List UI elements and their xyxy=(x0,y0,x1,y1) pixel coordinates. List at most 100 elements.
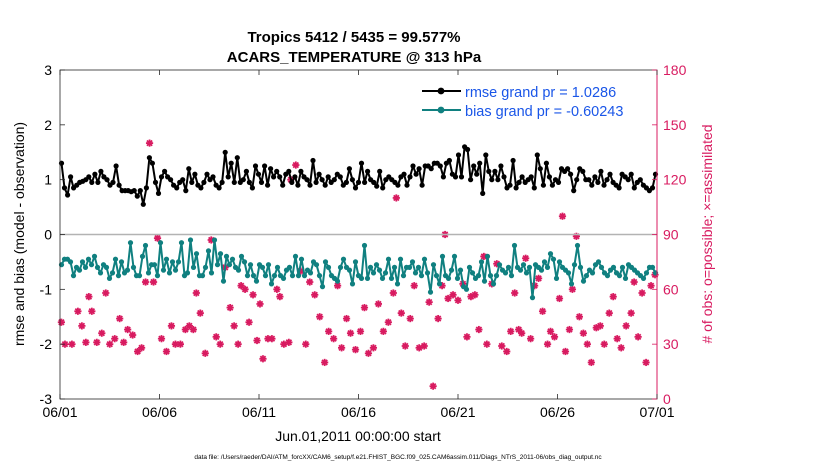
bias-series-point xyxy=(523,270,530,276)
rmse-series-point xyxy=(589,182,595,188)
bias-series-point xyxy=(307,270,314,276)
bias-series-point xyxy=(463,286,470,292)
rmse-series-point xyxy=(113,163,119,169)
bias-series-point xyxy=(598,264,605,270)
rmse-series-point xyxy=(380,185,386,191)
bias-series-point xyxy=(415,264,422,270)
rmse-series-point xyxy=(592,174,598,180)
rmse-series-point xyxy=(540,182,547,188)
bias-series-point xyxy=(145,270,152,276)
bias-series-point xyxy=(400,273,407,279)
rmse-series-point xyxy=(607,171,613,177)
rmse-series-point xyxy=(298,168,304,174)
rmse-series-point xyxy=(365,168,371,174)
rmse-series-point xyxy=(407,174,413,180)
obs-count-marker xyxy=(230,322,238,330)
obs-count-marker xyxy=(311,291,319,299)
x-tick-label: 06/21 xyxy=(440,404,475,420)
obs-count-marker xyxy=(410,282,418,290)
y-left-tick-label: 3 xyxy=(44,62,52,78)
chart-title: Tropics 5412 / 5435 = 99.577% xyxy=(247,29,460,46)
rmse-series xyxy=(58,144,659,207)
bias-series-point xyxy=(91,253,98,259)
bias-series-point xyxy=(478,259,485,265)
obs-count-marker xyxy=(389,289,397,297)
rmse-series-point xyxy=(513,185,519,191)
rmse-series-point xyxy=(534,152,540,158)
rmse-series-point xyxy=(637,177,643,183)
bias-series-point xyxy=(292,253,299,259)
bias-series-point xyxy=(274,264,281,270)
bias-series-point xyxy=(505,264,512,270)
bias-series-point xyxy=(541,259,548,265)
obs-count-marker xyxy=(321,358,329,367)
bias-series-point xyxy=(340,256,347,262)
obs-count-marker xyxy=(334,282,342,290)
rmse-series-point xyxy=(501,174,507,180)
obs-count-marker xyxy=(351,346,360,354)
obs-count-marker xyxy=(157,335,166,343)
bias-series-point xyxy=(565,270,572,276)
obs-count-marker xyxy=(181,325,189,334)
obs-count-marker xyxy=(600,340,608,348)
y-right-tick-label: 90 xyxy=(663,227,679,243)
obs-count-marker xyxy=(153,234,162,242)
obs-count-marker xyxy=(538,307,547,315)
obs-count-marker xyxy=(74,307,82,315)
rmse-series-point xyxy=(292,174,298,180)
rmse-series-point xyxy=(489,177,495,183)
rmse-series-point xyxy=(225,174,231,180)
obs-count-marker xyxy=(543,340,552,348)
rmse-series-point xyxy=(352,185,359,191)
obs-count-marker xyxy=(68,340,76,348)
bias-series-point xyxy=(448,267,455,273)
bias-series-point xyxy=(271,273,278,279)
rmse-series-point xyxy=(474,171,480,177)
obs-count-marker xyxy=(245,318,253,326)
obs-count-marker xyxy=(507,327,515,335)
bias-series-point xyxy=(115,273,122,279)
obs-count-marker xyxy=(216,340,224,348)
rmse-series-point xyxy=(274,168,280,174)
rmse-series-point xyxy=(537,166,543,172)
rmse-series-point xyxy=(419,182,425,188)
rmse-series-point xyxy=(410,163,416,169)
bias-series-point xyxy=(268,281,275,287)
bias-series-point xyxy=(298,256,305,262)
y-axis-right: 0 30 60 90 120 150 180 xyxy=(652,62,687,407)
rmse-series-point xyxy=(465,146,471,153)
obs-count-marker xyxy=(609,293,617,301)
rmse-series-point xyxy=(495,177,501,183)
bias-series-point xyxy=(301,273,308,279)
rmse-series-point xyxy=(222,149,228,155)
bias-series-point xyxy=(496,262,503,268)
rmse-series-point xyxy=(480,190,486,196)
obs-count-marker xyxy=(124,325,132,334)
obs-count-marker xyxy=(346,329,355,337)
y-left-tick-label: 0 xyxy=(44,227,52,243)
rmse-series-point xyxy=(243,168,249,174)
obs-count-marker xyxy=(579,329,587,337)
rmse-series-point xyxy=(549,182,556,188)
rmse-series-point xyxy=(155,190,162,196)
obs-count-marker xyxy=(522,254,530,262)
bias-series-point xyxy=(319,284,326,290)
obs-count-marker xyxy=(605,309,613,317)
bias-series-point xyxy=(574,242,581,249)
rmse-series-point xyxy=(595,179,601,185)
rmse-series-point xyxy=(246,179,252,185)
obs-count-marker xyxy=(167,322,176,330)
rmse-series-point xyxy=(580,168,586,174)
bias-series-point xyxy=(511,242,518,249)
y-axis-left-label: rmse and bias (model - observation) xyxy=(11,122,27,346)
bias-series-point xyxy=(109,270,116,276)
obs-count-marker xyxy=(630,278,638,286)
obs-count-marker xyxy=(276,293,284,301)
bias-series-point xyxy=(367,264,374,270)
bias-series-point xyxy=(451,253,458,259)
obs-count-marker xyxy=(613,335,621,343)
bias-series-point xyxy=(436,281,443,287)
obs-count-marker xyxy=(518,329,526,337)
rmse-series-point xyxy=(268,166,274,172)
obs-count-marker xyxy=(575,313,583,321)
